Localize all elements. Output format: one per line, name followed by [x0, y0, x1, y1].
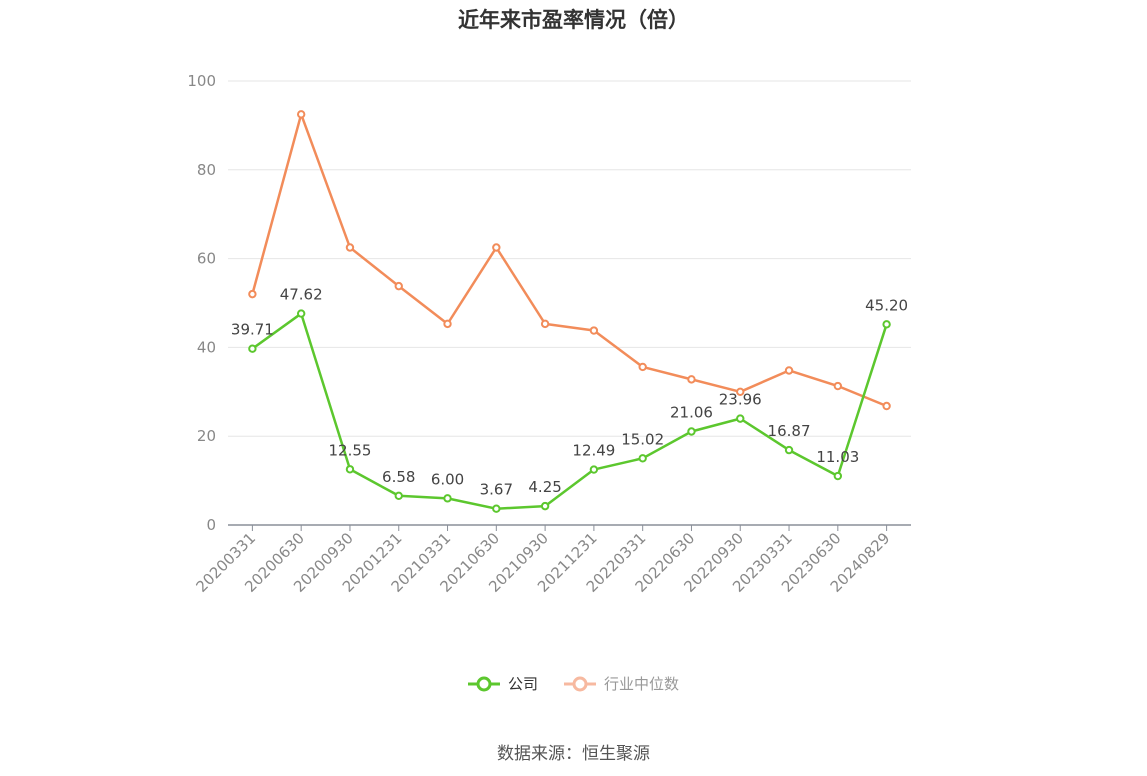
source-note: 数据来源：恒生聚源	[497, 744, 650, 764]
data-label-company: 45.20	[865, 296, 908, 314]
data-point-company[interactable]	[296, 309, 306, 318]
y-tick-label: 0	[206, 516, 216, 534]
data-point-company[interactable]	[540, 501, 550, 511]
data-label-company: 6.00	[431, 470, 464, 488]
legend-company-swatch-icon	[467, 676, 500, 691]
data-point-company[interactable]	[687, 427, 696, 436]
y-tick-label: 100	[187, 72, 216, 90]
data-point-industry-median[interactable]	[248, 289, 257, 299]
data-point-industry-median[interactable]	[784, 366, 794, 375]
data-label-company: 3.67	[480, 481, 513, 499]
data-label-company: 16.87	[768, 422, 811, 440]
data-label-company: 39.71	[231, 321, 274, 339]
data-point-industry-median[interactable]	[492, 243, 501, 252]
data-label-company: 11.03	[816, 448, 859, 466]
data-point-industry-median[interactable]	[638, 362, 647, 372]
data-point-industry-median[interactable]	[540, 319, 550, 329]
data-point-industry-median[interactable]	[882, 401, 891, 411]
data-point-company[interactable]	[589, 465, 599, 474]
data-point-company[interactable]	[394, 491, 403, 500]
grid-lines: 0 20 40 60 80 100	[187, 72, 911, 534]
data-label-company: 21.06	[670, 403, 713, 421]
y-tick-label: 40	[197, 338, 216, 356]
data-point-industry-median[interactable]	[687, 375, 696, 384]
data-point-industry-median[interactable]	[394, 281, 403, 291]
data-label-company: 47.62	[280, 286, 323, 304]
legend-company-label: 公司	[507, 675, 538, 693]
data-point-company[interactable]	[443, 494, 452, 503]
chart-title: 近年来市盈率情况（倍）	[458, 8, 689, 32]
legend: 公司 行业中位数	[0, 673, 1147, 694]
data-point-industry-median[interactable]	[833, 381, 843, 391]
data-point-industry-median[interactable]	[296, 110, 306, 119]
data-point-company[interactable]	[248, 344, 257, 353]
data-label-company: 4.25	[528, 478, 561, 496]
y-tick-label: 20	[197, 427, 216, 445]
data-label-company: 6.58	[382, 468, 415, 486]
legend-industry-swatch-icon	[564, 676, 596, 691]
legend-item-company[interactable]: 公司	[467, 673, 538, 694]
legend-item-industry-median[interactable]: 行业中位数	[564, 673, 679, 694]
data-label-company: 12.55	[328, 441, 371, 459]
series-line-industry-median	[251, 113, 888, 408]
data-point-company[interactable]	[833, 471, 843, 481]
data-labels: 39.71 47.62 12.55 6.58 6.00 3.67 4.25 12.49 15.0…	[231, 286, 908, 499]
data-point-industry-median[interactable]	[345, 243, 355, 252]
data-point-company[interactable]	[882, 320, 891, 329]
data-point-industry-median[interactable]	[736, 387, 745, 396]
series-line-company	[251, 312, 888, 510]
x-axis: 2020033120200630202009302020123120210331…	[192, 524, 911, 596]
legend-industry-label: 行业中位数	[604, 675, 680, 693]
data-point-company[interactable]	[638, 454, 647, 463]
data-point-industry-median[interactable]	[443, 319, 452, 329]
data-point-industry-median[interactable]	[589, 326, 599, 335]
data-point-company[interactable]	[492, 504, 501, 513]
data-point-company[interactable]	[784, 445, 794, 455]
y-tick-label: 80	[197, 161, 216, 179]
y-tick-label: 60	[197, 250, 216, 268]
data-point-company[interactable]	[345, 465, 355, 474]
chart-plot: 0 20 40 60 80 100 202003312020063020200930202…	[187, 72, 911, 596]
series-lines	[248, 110, 891, 513]
data-label-company: 15.02	[621, 430, 664, 448]
data-point-company[interactable]	[736, 414, 745, 423]
data-label-company: 12.49	[572, 442, 615, 460]
data-label-company: 23.96	[719, 391, 762, 409]
